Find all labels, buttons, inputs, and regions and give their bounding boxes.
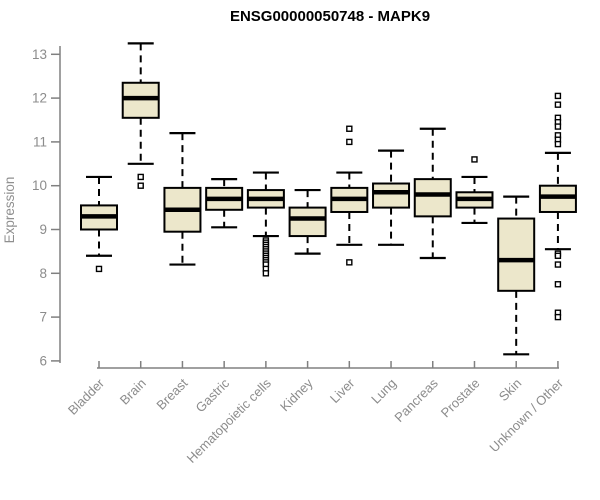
outlier-point <box>554 252 562 259</box>
boxplot-breast <box>163 132 202 266</box>
outlier-point <box>95 265 103 273</box>
boxplot-brain <box>121 42 160 189</box>
y-tick-label: 12 <box>32 91 47 106</box>
x-tick-label: Kidney <box>277 375 316 414</box>
outlier-point <box>346 259 353 266</box>
y-tick-label: 11 <box>33 134 47 149</box>
y-axis-title: Expression <box>2 177 17 244</box>
boxplot-kidney <box>288 188 327 255</box>
x-tick-label: Breast <box>153 375 190 412</box>
x-tick-label: Brain <box>117 376 149 408</box>
boxplot-gastric <box>205 178 244 229</box>
x-tick-label: Gastric <box>193 375 233 415</box>
outlier-point <box>346 125 353 132</box>
outlier-point <box>554 123 562 130</box>
y-tick-label: 10 <box>32 178 47 193</box>
boxplot-hematopoietic-cells <box>246 171 285 277</box>
boxplot-lung <box>372 149 411 246</box>
iqr-box <box>413 178 452 218</box>
x-tick-label: Lung <box>368 376 399 407</box>
chart-title: ENSG00000050748 - MAPK9 <box>230 8 430 25</box>
y-tick-label: 9 <box>39 222 47 237</box>
iqr-box <box>497 217 536 292</box>
boxplot-liver <box>330 125 369 266</box>
iqr-box <box>372 182 411 209</box>
outlier-point <box>262 270 270 277</box>
iqr-box <box>288 206 327 238</box>
x-tick-label: Prostate <box>438 376 483 421</box>
outlier-point <box>554 140 562 148</box>
outlier-point <box>137 182 144 189</box>
outlier-point <box>471 156 478 163</box>
boxplot-skin <box>497 195 536 356</box>
x-tick-label: Liver <box>327 375 358 406</box>
boxplot-prostate <box>455 156 494 225</box>
outlier-point <box>554 101 562 108</box>
outlier-point <box>346 138 353 146</box>
y-tick-label: 6 <box>39 353 47 368</box>
y-tick-label: 13 <box>32 47 47 62</box>
boxplot-unknown-other <box>538 92 577 321</box>
outlier-point <box>554 281 562 288</box>
boxplot-pancreas <box>413 127 452 260</box>
x-tick-label: Bladder <box>65 375 108 418</box>
outlier-point <box>554 92 562 100</box>
x-tick-label: Skin <box>496 376 524 404</box>
outlier-point <box>554 313 562 321</box>
x-tick-label: Pancreas <box>391 375 441 425</box>
outlier-point <box>554 261 562 268</box>
y-tick-label: 7 <box>39 310 47 325</box>
outlier-point <box>137 173 144 181</box>
box-layer <box>80 42 577 356</box>
boxplot-bladder <box>80 175 118 273</box>
y-tick-label: 8 <box>39 266 47 281</box>
x-tick-label: Unknown / Other <box>486 375 566 455</box>
